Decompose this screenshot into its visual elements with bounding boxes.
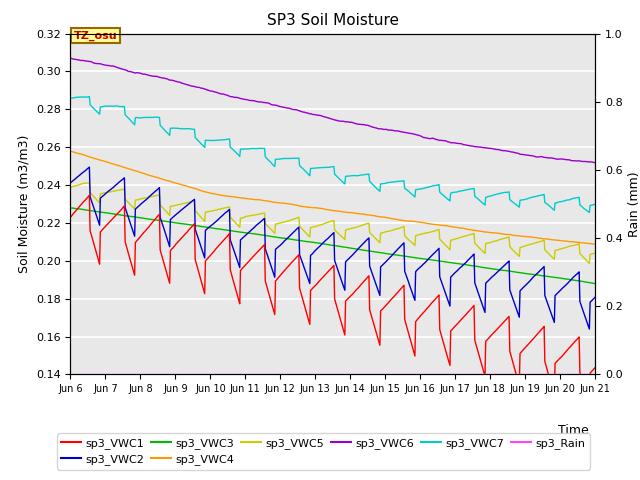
sp3_VWC3	[76, 206, 84, 212]
sp3_VWC7	[591, 201, 599, 207]
Text: Time: Time	[558, 424, 589, 437]
sp3_VWC5	[591, 250, 599, 256]
Text: TZ_osu: TZ_osu	[74, 30, 118, 41]
sp3_Rain	[183, 372, 191, 377]
sp3_VWC5	[131, 206, 138, 212]
sp3_VWC6	[130, 70, 138, 75]
Line: sp3_VWC6: sp3_VWC6	[70, 58, 595, 163]
sp3_VWC1	[86, 192, 93, 198]
sp3_VWC3	[591, 281, 599, 287]
sp3_VWC2	[397, 243, 405, 249]
sp3_VWC4	[396, 217, 404, 223]
sp3_VWC4	[412, 219, 419, 225]
sp3_VWC5	[67, 184, 74, 190]
sp3_VWC2	[76, 172, 84, 178]
sp3_VWC4	[591, 241, 599, 247]
sp3_VWC7	[586, 210, 593, 216]
sp3_VWC4	[183, 183, 191, 189]
Line: sp3_VWC5: sp3_VWC5	[70, 182, 595, 264]
sp3_VWC7	[397, 178, 405, 184]
sp3_VWC1	[591, 365, 599, 371]
Title: SP3 Soil Moisture: SP3 Soil Moisture	[267, 13, 399, 28]
Y-axis label: Rain (mm): Rain (mm)	[628, 171, 640, 237]
sp3_VWC1	[131, 272, 138, 278]
Line: sp3_VWC7: sp3_VWC7	[70, 96, 595, 213]
sp3_VWC7	[76, 94, 84, 100]
sp3_VWC4	[130, 168, 138, 173]
sp3_VWC3	[130, 214, 138, 220]
sp3_VWC6	[211, 89, 219, 95]
sp3_VWC1	[212, 246, 220, 252]
sp3_VWC4	[67, 148, 74, 154]
sp3_Rain	[76, 372, 84, 377]
Legend: sp3_VWC1, sp3_VWC2, sp3_VWC3, sp3_VWC4, sp3_VWC5, sp3_VWC6, sp3_VWC7, sp3_Rain: sp3_VWC1, sp3_VWC2, sp3_VWC3, sp3_VWC4, …	[57, 433, 590, 469]
sp3_VWC6	[67, 55, 74, 61]
sp3_VWC1	[67, 215, 74, 220]
sp3_Rain	[412, 372, 419, 377]
Line: sp3_VWC1: sp3_VWC1	[70, 195, 595, 405]
sp3_Rain	[130, 372, 138, 377]
sp3_VWC2	[184, 202, 192, 207]
sp3_VWC1	[397, 286, 405, 291]
sp3_VWC5	[586, 261, 593, 266]
sp3_VWC5	[413, 233, 420, 239]
sp3_VWC6	[396, 129, 404, 134]
sp3_VWC4	[211, 191, 219, 197]
sp3_VWC1	[76, 203, 84, 209]
sp3_VWC7	[131, 122, 138, 128]
sp3_VWC5	[184, 200, 192, 205]
sp3_VWC6	[183, 82, 191, 88]
sp3_VWC7	[413, 187, 420, 192]
sp3_VWC7	[212, 137, 220, 143]
Line: sp3_VWC4: sp3_VWC4	[70, 151, 595, 244]
sp3_VWC2	[131, 233, 138, 239]
sp3_VWC7	[184, 126, 192, 132]
sp3_VWC3	[183, 221, 191, 227]
sp3_Rain	[396, 372, 404, 377]
sp3_VWC5	[397, 225, 405, 230]
sp3_VWC6	[412, 132, 419, 137]
sp3_VWC6	[591, 160, 599, 166]
sp3_VWC5	[76, 181, 84, 187]
sp3_VWC6	[76, 58, 84, 63]
sp3_VWC1	[413, 318, 420, 324]
sp3_Rain	[211, 372, 219, 377]
sp3_VWC1	[184, 228, 192, 234]
sp3_VWC3	[211, 226, 219, 231]
sp3_VWC5	[86, 180, 93, 185]
sp3_VWC7	[67, 96, 74, 101]
sp3_VWC3	[67, 205, 74, 211]
sp3_VWC2	[86, 164, 93, 170]
sp3_Rain	[67, 372, 74, 377]
sp3_VWC3	[396, 252, 404, 258]
sp3_VWC2	[413, 268, 420, 274]
sp3_VWC4	[76, 151, 84, 157]
sp3_VWC2	[212, 219, 220, 225]
sp3_VWC2	[67, 180, 74, 186]
Line: sp3_VWC2: sp3_VWC2	[70, 167, 595, 329]
sp3_VWC2	[591, 294, 599, 300]
sp3_Rain	[591, 372, 599, 377]
Y-axis label: Soil Moisture (m3/m3): Soil Moisture (m3/m3)	[17, 135, 30, 273]
sp3_VWC5	[212, 207, 220, 213]
Line: sp3_VWC3: sp3_VWC3	[70, 208, 595, 284]
sp3_VWC7	[86, 94, 93, 99]
sp3_VWC3	[412, 255, 419, 261]
sp3_VWC1	[586, 402, 593, 408]
sp3_VWC2	[586, 326, 593, 332]
